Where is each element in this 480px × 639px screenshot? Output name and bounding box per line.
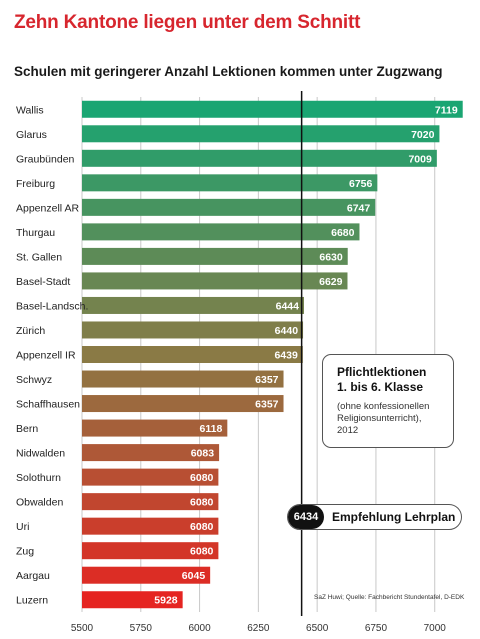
annotation-note-2: Religionsunterricht), 2012 xyxy=(337,413,422,436)
category-label: Uri xyxy=(16,521,29,533)
value-label: 6629 xyxy=(319,276,343,288)
recommendation-label: Empfehlung Lehrplan xyxy=(332,510,456,524)
bar xyxy=(82,468,219,486)
category-label: Schwyz xyxy=(16,374,52,386)
value-label: 7119 xyxy=(435,104,458,116)
category-label: Freiburg xyxy=(16,178,55,190)
category-label: Bern xyxy=(16,423,38,435)
value-label: 6083 xyxy=(191,448,215,460)
bar xyxy=(82,296,304,314)
x-tick-label: 6500 xyxy=(306,623,329,634)
bar xyxy=(82,149,437,167)
value-label: 7020 xyxy=(411,129,435,141)
source-note: SaZ Huwi; Quelle: Fachbericht Stundentaf… xyxy=(314,594,465,601)
chart-subtitle: Schulen mit geringerer Anzahl Lektionen … xyxy=(14,64,443,79)
bar xyxy=(82,395,284,413)
x-tick-label: 5500 xyxy=(71,623,94,634)
x-tick-label: 6750 xyxy=(365,623,388,634)
bar xyxy=(82,419,228,437)
category-label: Thurgau xyxy=(16,227,55,239)
bar xyxy=(82,272,348,290)
category-label: Appenzell IR xyxy=(16,350,76,362)
recommendation-value: 6434 xyxy=(288,505,324,529)
category-label: Solothurn xyxy=(16,472,61,484)
value-label: 6357 xyxy=(255,399,279,411)
value-label: 6357 xyxy=(255,374,279,386)
category-label: Zürich xyxy=(16,325,45,337)
category-label: Basel-Landsch. xyxy=(16,300,88,312)
annotation-title-1: Pflichtlektionen xyxy=(337,365,427,379)
category-label: Glarus xyxy=(16,129,47,141)
bar xyxy=(82,125,440,143)
annotation-note-1: (ohne konfessionellen xyxy=(337,401,430,412)
value-label: 6439 xyxy=(274,350,298,362)
annotation-box: Pflichtlektionen 1. bis 6. Klasse (ohne … xyxy=(322,354,454,448)
bar xyxy=(82,591,183,609)
bars: Wallis 7119 Glarus 7020 Graubünden 7009 Freibu… xyxy=(16,100,463,609)
bar xyxy=(82,542,219,560)
value-label: 6747 xyxy=(347,202,371,214)
bar xyxy=(82,566,211,584)
value-label: 6080 xyxy=(190,521,214,533)
bar xyxy=(82,321,304,339)
category-label: Zug xyxy=(16,546,34,558)
category-label: Luzern xyxy=(16,595,48,607)
bar xyxy=(82,198,376,216)
value-label: 6080 xyxy=(190,497,214,509)
category-label: St. Gallen xyxy=(16,251,62,263)
bar xyxy=(82,493,219,511)
x-tick-label: 6250 xyxy=(247,623,270,634)
bar xyxy=(82,346,303,363)
value-label: 6118 xyxy=(200,423,223,435)
category-label: Aargau xyxy=(16,570,50,582)
value-label: 6045 xyxy=(182,570,206,582)
value-label: 6440 xyxy=(275,325,299,337)
bar xyxy=(82,223,360,241)
value-label: 6444 xyxy=(276,300,300,312)
category-label: Schaffhausen xyxy=(16,399,80,411)
category-label: Wallis xyxy=(16,104,44,116)
category-label: Graubünden xyxy=(16,153,75,165)
bar xyxy=(82,444,220,462)
bar xyxy=(82,370,284,388)
bar xyxy=(82,247,348,265)
bar xyxy=(82,174,378,192)
x-axis-ticks: 5500 5750 6000 6250 6500 6750 7000 xyxy=(71,623,446,634)
category-label: Basel-Stadt xyxy=(16,276,70,288)
value-label: 6680 xyxy=(331,227,355,239)
x-tick-label: 6000 xyxy=(188,623,211,634)
chart-title: Zehn Kantone liegen unter dem Schnitt xyxy=(14,12,361,33)
value-label: 6756 xyxy=(349,178,373,190)
value-label: 7009 xyxy=(408,153,432,165)
category-label: Appenzell AR xyxy=(16,202,79,214)
bar xyxy=(82,100,463,118)
annotation-title-2: 1. bis 6. Klasse xyxy=(337,380,424,394)
category-label: Obwalden xyxy=(16,497,63,509)
bar xyxy=(82,517,219,535)
x-tick-label: 5750 xyxy=(130,623,153,634)
recommendation-callout: 6434 Empfehlung Lehrplan xyxy=(287,504,462,530)
annotation-note: (ohne konfessionellen Religionsunterrich… xyxy=(337,401,443,437)
x-tick-label: 7000 xyxy=(424,623,447,634)
value-label: 6080 xyxy=(190,472,214,484)
value-label: 5928 xyxy=(154,595,178,607)
value-label: 6630 xyxy=(319,251,343,263)
value-label: 6080 xyxy=(190,546,214,558)
category-label: Nidwalden xyxy=(16,448,65,460)
